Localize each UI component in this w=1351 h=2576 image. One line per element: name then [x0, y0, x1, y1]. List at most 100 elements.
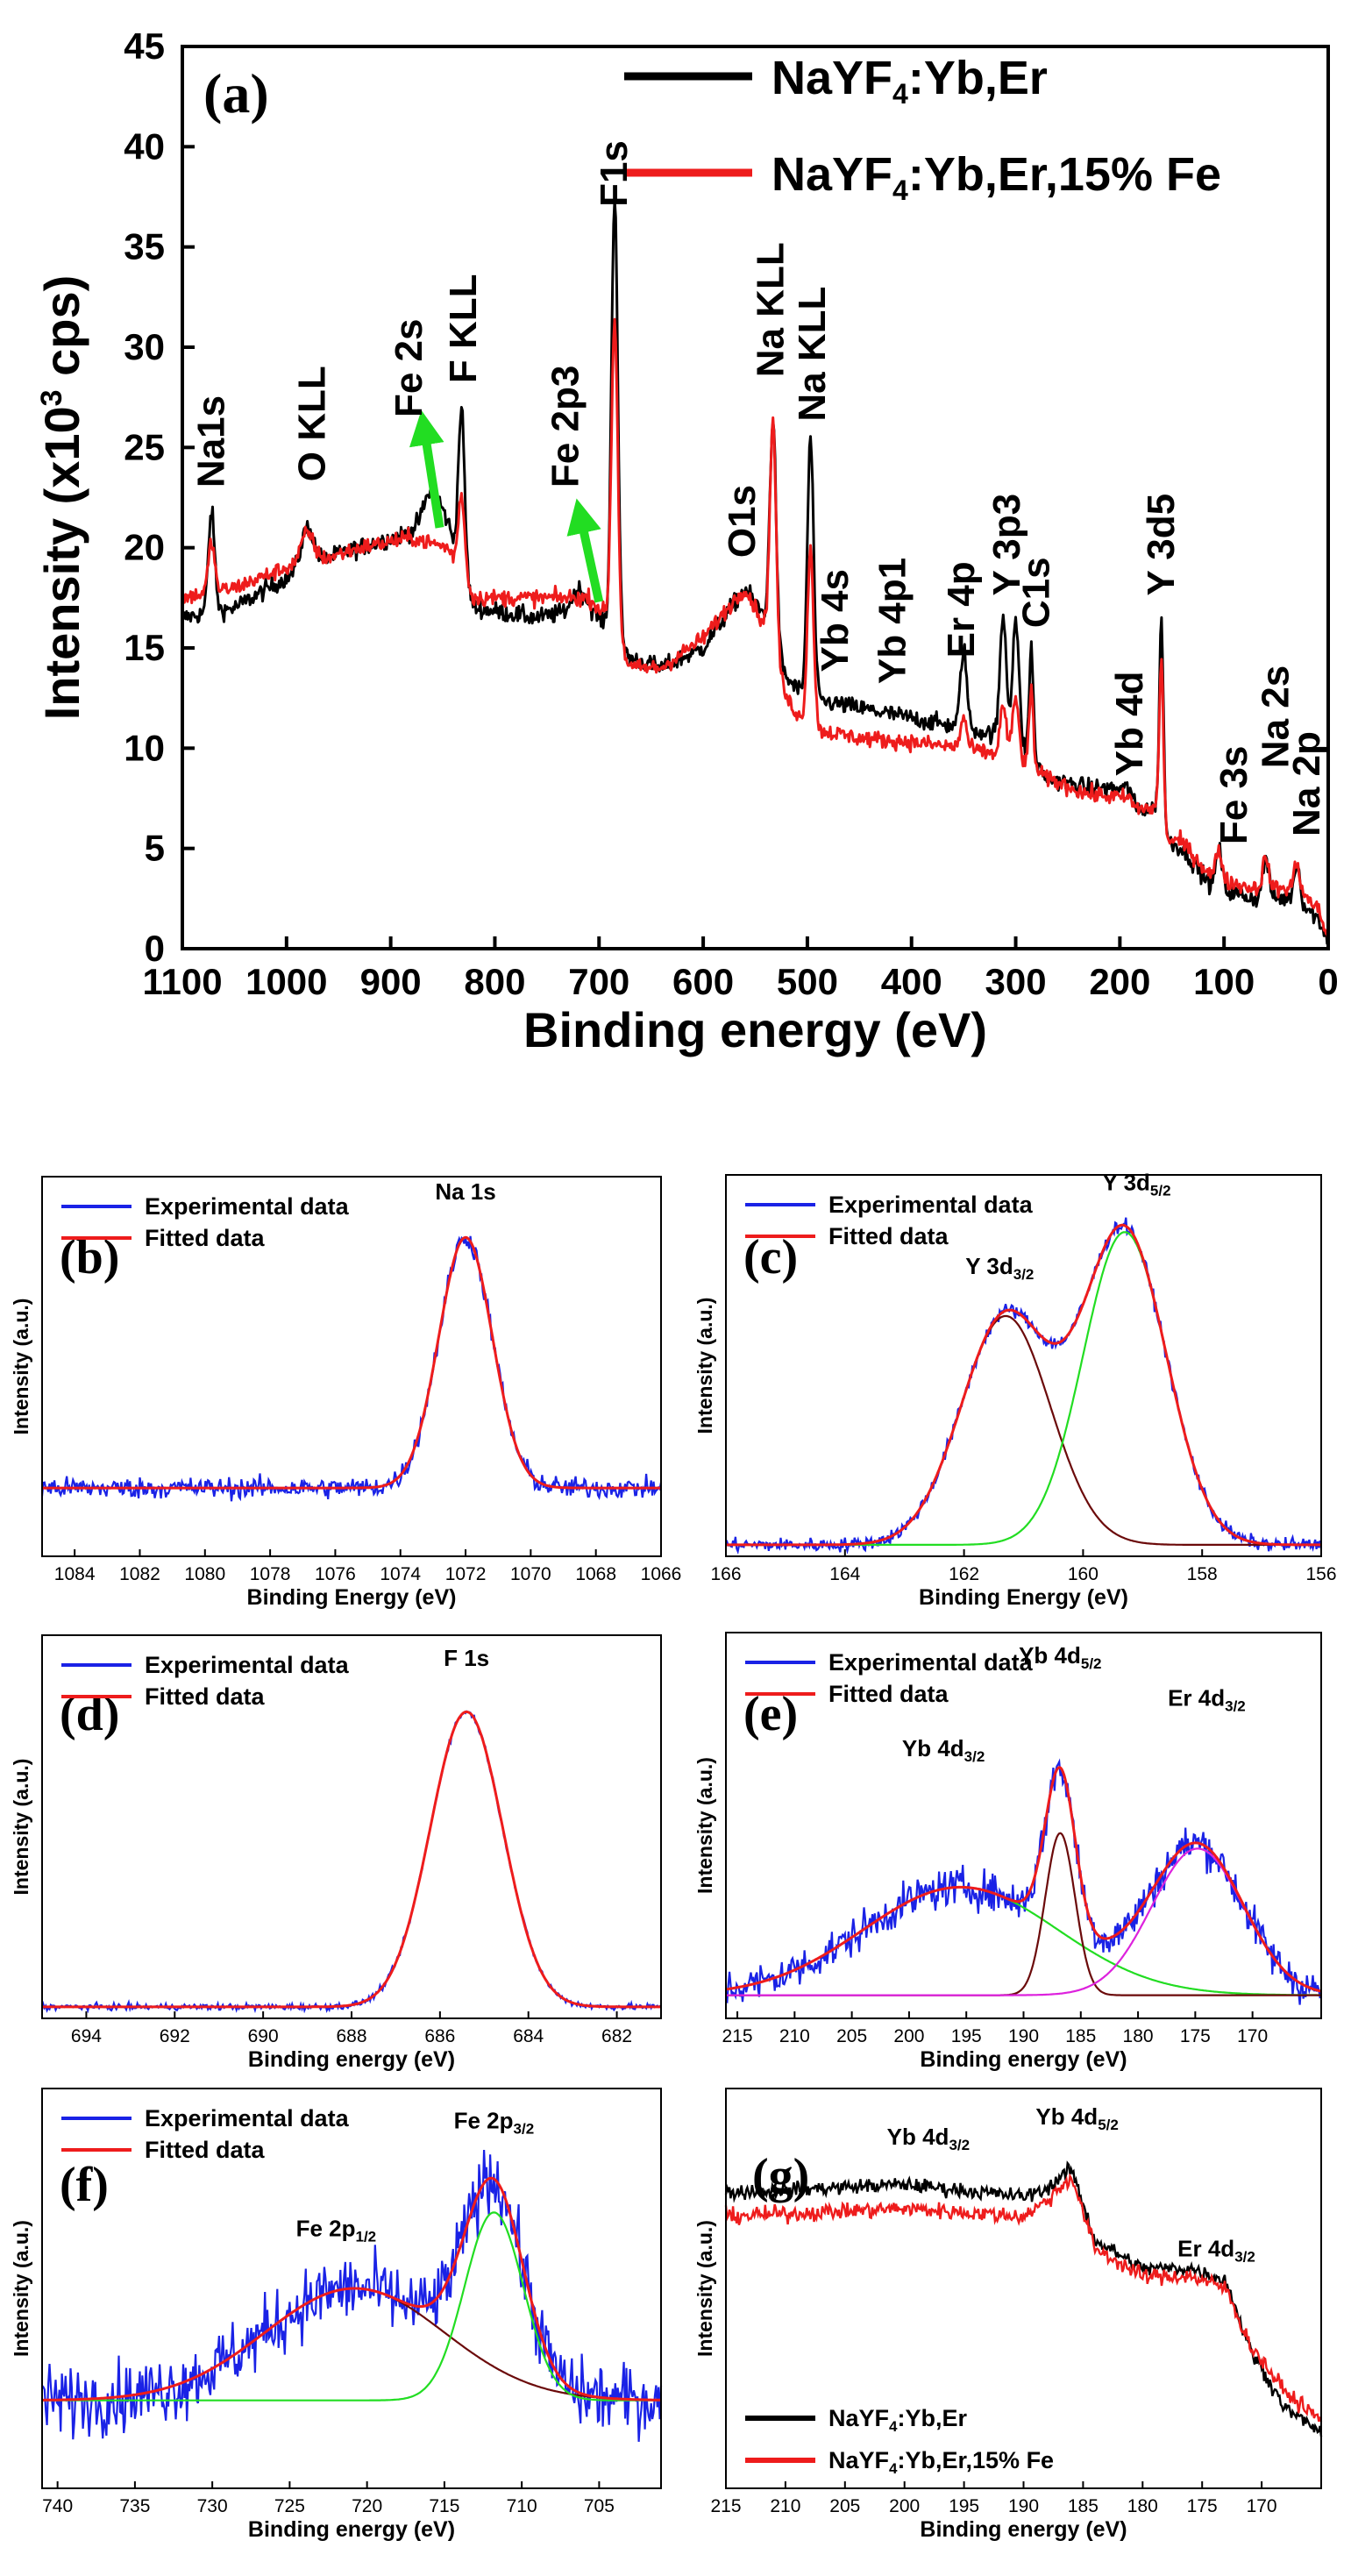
x-tick-label-f: 715 — [429, 2496, 459, 2516]
peak-label-a: Na 2s — [1255, 665, 1298, 768]
panel-label-e: (e) — [743, 1687, 798, 1741]
x-tick-label-a: 800 — [464, 961, 525, 1002]
peak-label-a: Na 2p — [1285, 731, 1328, 836]
y-tick-label-a: 0 — [145, 928, 165, 969]
peak-label-g-main: Yb 4d — [887, 2124, 949, 2150]
x-tick-label-g: 170 — [1247, 2496, 1277, 2516]
peak-label-a: Er 4p — [940, 561, 983, 658]
x-tick-label-b: 1068 — [575, 1564, 616, 1584]
x-tick-label-b: 1082 — [119, 1564, 160, 1584]
x-axis-label-b: Binding Energy (eV) — [247, 1585, 457, 1610]
legend-label-g-sub: 4 — [889, 2460, 898, 2477]
peak-label-a: Yb 4d — [1108, 672, 1151, 777]
peak-label-a: Fe 3s — [1212, 746, 1255, 845]
legend-label-g-tail: :Yb,Er,15% Fe — [898, 2447, 1055, 2473]
peak-label-a: C1s — [1014, 557, 1057, 628]
peak-label-a: Fe 2s — [388, 319, 430, 418]
peak-label-e-main: Yb 4d — [902, 1735, 964, 1761]
x-tick-label-f: 725 — [274, 2496, 305, 2516]
chart-b: 1084 1082 1080 1078 1076 1074 1072 1070 1068 1066… — [10, 1176, 681, 1610]
x-tick-label-e: 210 — [779, 2026, 810, 2046]
x-tick-label-d: 686 — [424, 2026, 455, 2046]
peak-label-a: Yb 4s — [814, 569, 857, 672]
panel-label-c: (c) — [743, 1230, 798, 1284]
peak-label-a: Fe 2p3 — [544, 366, 587, 487]
peak-label-f-main: Fe 2p — [296, 2216, 356, 2242]
experimental-data-line-b — [40, 1235, 663, 1502]
x-tick-label-c: 158 — [1187, 1564, 1218, 1584]
x-tick-label-b: 1078 — [250, 1564, 291, 1584]
fit-component-magenta-e — [726, 1847, 1322, 1996]
x-tick-label-f: 710 — [507, 2496, 537, 2516]
legend-label-a: NaYF4:Yb,Er,15% Fe — [771, 148, 1221, 206]
legend-label-a-main: NaYF — [771, 52, 892, 104]
peak-label-a: F1s — [593, 140, 636, 207]
peak-label-a: Na1s — [189, 395, 232, 487]
peak-label-e-sub: 3/2 — [1225, 1698, 1246, 1715]
legend-label-c: Fitted data — [828, 1223, 949, 1249]
x-tick-label-b: 1084 — [54, 1564, 96, 1584]
x-tick-label-a: 1000 — [245, 961, 327, 1002]
x-tick-label-g: 200 — [889, 2496, 920, 2516]
y-tick-label-a: 35 — [124, 226, 165, 267]
x-axis-label-e: Binding energy (eV) — [920, 2047, 1127, 2072]
x-tick-label-g: 195 — [949, 2496, 979, 2516]
experimental-data-line-d — [40, 1710, 662, 2014]
x-tick-label-g: 175 — [1187, 2496, 1218, 2516]
legend-label-g: NaYF4:Yb,Er,15% Fe — [828, 2447, 1054, 2477]
legend-label-f: Experimental data — [145, 2105, 350, 2131]
x-tick-label-e: 170 — [1237, 2026, 1268, 2046]
peak-label-a: O1s — [721, 485, 764, 558]
legend-label-a-main: NaYF — [771, 148, 892, 201]
peak-label-f: Fe 2p1/2 — [296, 2216, 377, 2245]
x-tick-label-a: 400 — [881, 961, 942, 1002]
peak-label-e-main: Yb 4d — [1019, 1642, 1081, 1669]
chart-e: 215 210 205 200 195 190 185 180 175 170 Binding en… — [693, 1632, 1322, 2072]
legend-label-g: NaYF4:Yb,Er — [828, 2405, 968, 2435]
x-tick-label-a: 1100 — [142, 961, 222, 1002]
x-tick-label-e: 195 — [951, 2026, 982, 2046]
legend-label-a-sub: 4 — [892, 174, 908, 206]
peak-label-c: Y 3d3/2 — [965, 1253, 1034, 1283]
x-tick-label-a: 700 — [568, 961, 629, 1002]
y-tick-label-a: 10 — [124, 727, 165, 768]
y-tick-label-a: 40 — [124, 125, 165, 167]
x-tick-label-e: 190 — [1008, 2026, 1039, 2046]
x-tick-label-g: 210 — [770, 2496, 800, 2516]
y-axis-label-b: Intensity (a.u.) — [10, 1299, 32, 1435]
panel-label-g: (g) — [752, 2149, 809, 2203]
x-tick-label-g: 190 — [1008, 2496, 1039, 2516]
y-axis-label-tail: cps) — [34, 275, 89, 390]
plot-frame-f — [41, 2088, 662, 2489]
x-axis-label-g: Binding energy (eV) — [920, 2517, 1127, 2542]
peak-label-e-main: Er 4d — [1168, 1685, 1225, 1711]
x-tick-label-a: 100 — [1193, 961, 1255, 1002]
x-tick-label-c: 160 — [1068, 1564, 1099, 1584]
peak-label-e-sub: 3/2 — [964, 1748, 985, 1765]
peak-label-a: Na KLL — [749, 242, 792, 377]
legend-label-f: Fitted data — [145, 2137, 265, 2163]
panel-label-a: (a) — [203, 62, 269, 125]
x-tick-label-d: 684 — [513, 2026, 544, 2046]
legend-label-e: Experimental data — [828, 1649, 1034, 1676]
peak-label-g-main: Yb 4d — [1035, 2103, 1098, 2130]
legend-label-g-main: NaYF — [828, 2405, 889, 2431]
x-tick-label-c: 164 — [829, 1564, 860, 1584]
chart-g: 215 210 205 200 195 190 185 180 175 170 Binding en… — [693, 2088, 1323, 2542]
y-axis-label-f: Intensity (a.u.) — [10, 2220, 32, 2357]
plot-frame-c — [725, 1174, 1322, 1557]
legend-label-e: Fitted data — [828, 1681, 949, 1707]
x-tick-label-d: 690 — [248, 2026, 279, 2046]
peak-label-e-sub: 5/2 — [1081, 1655, 1102, 1672]
series-line-fe — [181, 317, 1330, 941]
fitted-data-line-e — [725, 1766, 1322, 1993]
legend-label-a: NaYF4:Yb,Er — [771, 52, 1048, 110]
x-axis-label-f: Binding energy (eV) — [248, 2517, 455, 2542]
x-tick-label-d: 682 — [601, 2026, 632, 2046]
plot-frame-d — [41, 1634, 662, 2019]
peak-label-c-sub: 3/2 — [1013, 1266, 1035, 1283]
peak-label-c-main: Y 3d — [965, 1253, 1013, 1279]
peak-label-e: Yb 4d5/2 — [1019, 1642, 1101, 1672]
x-tick-label-c: 162 — [949, 1564, 979, 1584]
